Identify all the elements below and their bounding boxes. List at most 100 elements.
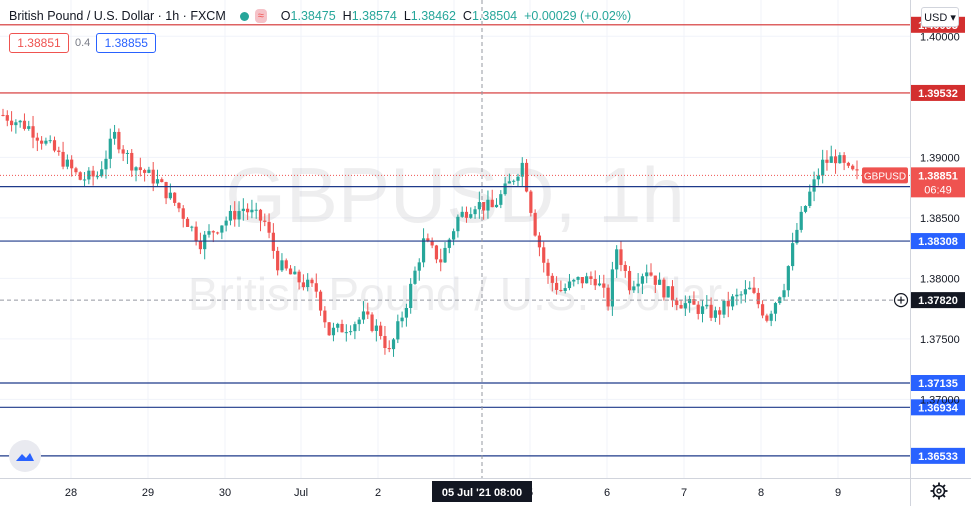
candle-body <box>306 279 310 288</box>
candle-body <box>177 202 181 209</box>
candle-body <box>559 289 563 292</box>
candle-body <box>709 304 713 318</box>
y-tick-label: 1.37500 <box>920 334 960 346</box>
plus-circle-icon[interactable] <box>893 293 909 308</box>
candle-body <box>816 175 820 180</box>
candle-body <box>464 211 469 218</box>
candle-body <box>602 283 606 288</box>
support-price-tag <box>911 447 965 464</box>
candle-body <box>443 247 447 263</box>
candle-body <box>241 208 245 212</box>
candle-body <box>396 321 400 340</box>
wave-icon[interactable]: ≈ <box>254 9 267 23</box>
candle-body <box>314 283 318 292</box>
candle-body <box>430 241 434 246</box>
candle-body <box>842 155 846 163</box>
candle-body <box>198 240 203 250</box>
candle-body <box>799 211 803 230</box>
resistance-price-tag <box>911 84 965 101</box>
candle-body <box>173 192 177 203</box>
candle-body <box>546 262 550 276</box>
candle-body <box>675 300 679 306</box>
candle-body <box>756 292 760 305</box>
candle-body <box>567 281 572 289</box>
candle-body <box>782 290 786 298</box>
candle-body <box>640 276 645 284</box>
candle-body <box>27 126 31 129</box>
candle-body <box>331 327 336 336</box>
gear-icon[interactable] <box>930 482 948 500</box>
candle-body <box>456 216 460 232</box>
candle-body <box>366 311 370 315</box>
support-price-label: 1.38308 <box>918 236 958 248</box>
candle-body <box>344 332 348 334</box>
candle-body <box>190 226 194 228</box>
candle-body <box>224 220 228 226</box>
candle-body <box>585 276 589 284</box>
price-change: +0.00029 (+0.02%) <box>524 9 632 23</box>
candle-body <box>250 209 254 213</box>
candle-body <box>215 232 220 234</box>
candle-body <box>739 294 743 296</box>
candle-body <box>104 158 108 170</box>
candle-body <box>593 278 597 286</box>
candle-body <box>276 250 280 271</box>
current-price-label: 1.38851 <box>918 170 958 182</box>
candle-body <box>730 296 735 307</box>
candle-body <box>318 291 323 311</box>
x-tick-label: 30 <box>219 487 231 499</box>
x-tick-label: 6 <box>604 487 610 499</box>
candle-body <box>164 182 168 199</box>
tradingview-logo-icon[interactable] <box>9 440 41 472</box>
crosshair-price-tag <box>911 292 965 309</box>
candle-body <box>323 310 327 323</box>
candle-body <box>589 276 593 279</box>
candle-body <box>473 209 477 215</box>
candle-body <box>722 300 726 315</box>
watermark-name: British Pound / U.S. Dollar <box>188 268 722 320</box>
candle-body <box>185 218 190 227</box>
candle-body <box>194 226 198 241</box>
candle-body <box>258 209 263 221</box>
y-tick-label: 1.38500 <box>920 213 960 225</box>
x-tick-label: 29 <box>142 487 154 499</box>
candle-body <box>482 202 486 211</box>
currency-dropdown[interactable]: USD ▾ <box>921 7 959 27</box>
candle-body <box>168 192 172 199</box>
candle-body <box>211 231 215 233</box>
candle-body <box>1 114 5 116</box>
candle-body <box>138 167 142 171</box>
candle-body <box>554 282 559 290</box>
sell-button[interactable]: 1.38851 <box>9 33 69 53</box>
support-price-label: 1.37135 <box>918 378 958 390</box>
support-price-tag <box>911 375 965 392</box>
candle-body <box>494 204 499 208</box>
candle-body <box>524 162 529 192</box>
candle-body <box>112 131 117 139</box>
candle-body <box>679 305 683 309</box>
candle-body <box>237 211 241 220</box>
candle-body <box>151 169 155 184</box>
candle-body <box>512 180 516 182</box>
candle-body <box>795 229 799 244</box>
crosshair-time-label: 05 Jul '21 08:00 <box>442 487 522 499</box>
candle-body <box>838 155 842 164</box>
symbol-title[interactable]: British Pound / U.S. Dollar · 1h · FXCM <box>9 9 226 23</box>
candle-body <box>791 243 795 267</box>
candle-body <box>74 168 78 173</box>
resistance-price-label: 1.39532 <box>918 88 958 100</box>
candle-body <box>147 169 151 173</box>
candle-body <box>520 162 524 177</box>
support-price-tag <box>911 233 965 250</box>
candle-body <box>533 212 537 236</box>
candle-body <box>529 191 533 213</box>
candle-body <box>404 307 408 318</box>
buy-button[interactable]: 1.38855 <box>96 33 157 53</box>
candle-body <box>700 306 705 314</box>
candle-body <box>486 199 490 211</box>
candle-body <box>576 277 580 280</box>
candle-body <box>361 311 366 320</box>
support-price-tag <box>911 399 965 416</box>
